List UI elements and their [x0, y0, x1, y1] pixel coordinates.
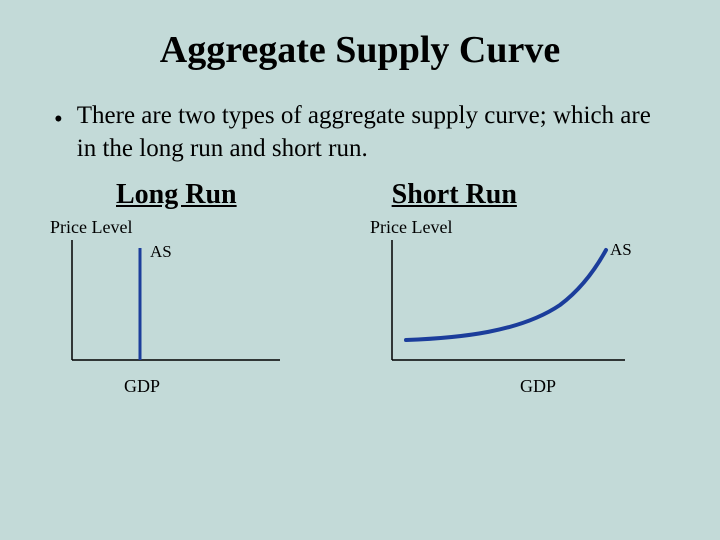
short-run-chart: Price Level AS GDP	[370, 217, 630, 397]
slide: Aggregate Supply Curve • There are two t…	[0, 0, 720, 427]
short-run-y-label: Price Level	[370, 217, 630, 238]
long-run-chart-area: AS	[50, 240, 310, 370]
long-run-heading: Long Run	[116, 179, 237, 211]
bullet-item: • There are two types of aggregate suppl…	[50, 100, 670, 165]
bullet-text: There are two types of aggregate supply …	[77, 100, 670, 165]
long-run-svg	[50, 240, 310, 370]
short-run-heading: Short Run	[392, 179, 517, 211]
long-run-y-label: Price Level	[50, 217, 310, 238]
long-run-as-label: AS	[150, 242, 172, 262]
charts-row: Price Level AS GDP Price Level AS GDP	[50, 217, 670, 397]
long-run-chart: Price Level AS GDP	[50, 217, 310, 397]
short-run-svg	[370, 240, 630, 370]
bullet-dot: •	[54, 104, 63, 137]
long-run-x-label: GDP	[124, 376, 310, 397]
slide-title: Aggregate Supply Curve	[50, 28, 670, 72]
short-run-as-label: AS	[610, 240, 632, 260]
headings-row: Long Run Short Run	[50, 179, 670, 211]
short-run-chart-area: AS	[370, 240, 630, 370]
short-run-x-label: GDP	[520, 376, 630, 397]
